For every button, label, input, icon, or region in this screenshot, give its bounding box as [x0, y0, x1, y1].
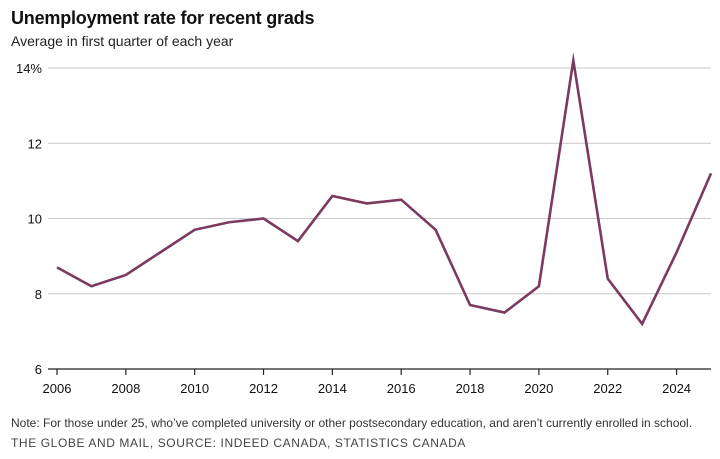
x-tick-label-2024: 2024 [662, 381, 691, 396]
chart-source: THE GLOBE AND MAIL, SOURCE: INDEED CANAD… [11, 436, 466, 450]
x-tick-label-2014: 2014 [318, 381, 347, 396]
x-tick-label-2016: 2016 [387, 381, 416, 396]
chart-title: Unemployment rate for recent grads [11, 8, 315, 28]
line-chart: 2006 2008 2010 2012 2014 2016 2018 2020 2022 2024… [16, 51, 713, 396]
x-tick-label-2008: 2008 [111, 381, 140, 396]
x-axis: 2006 2008 2010 2012 2014 2016 2018 2020 2022 2024 [43, 368, 711, 396]
series-layer [56, 51, 713, 327]
chart-subtitle: Average in first quarter of each year [11, 33, 234, 49]
x-tick-label-2012: 2012 [249, 381, 278, 396]
x-tick-label-2006: 2006 [43, 381, 72, 396]
x-tick-label-2010: 2010 [180, 381, 209, 396]
x-tick-label-2022: 2022 [593, 381, 622, 396]
y-tick-label-10: 10 [28, 212, 42, 227]
chart-note: Note: For those under 25, who’ve complet… [11, 416, 693, 430]
y-axis-labels: 6 8 10 12 14% [16, 61, 42, 377]
gridlines [48, 67, 711, 295]
series-line-0 [56, 51, 713, 327]
x-tick-label-2018: 2018 [456, 381, 485, 396]
y-tick-label-6: 6 [35, 362, 42, 377]
y-tick-label-12: 12 [28, 136, 42, 151]
y-tick-label-8: 8 [35, 287, 42, 302]
x-tick-label-2020: 2020 [524, 381, 553, 396]
y-tick-label-14: 14% [16, 61, 42, 76]
